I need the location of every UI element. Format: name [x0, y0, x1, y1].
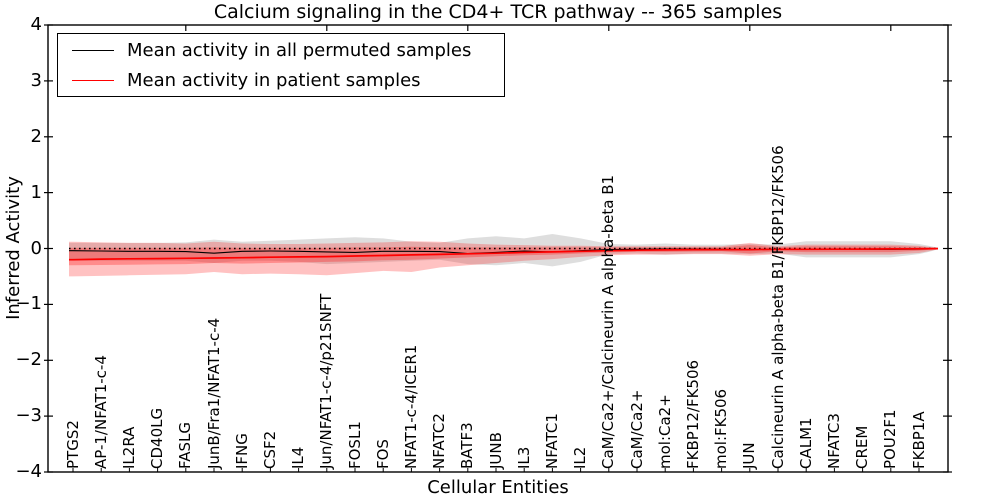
band-permuted-samples-range: [69, 234, 938, 267]
x-tick-label: BATF3: [458, 422, 477, 469]
x-tick-label: Calcineurin A alpha-beta B1/FKBP12/FK506: [768, 145, 787, 469]
x-tick-label: CSF2: [260, 430, 279, 469]
x-tick-label: FKBP12/FK506: [683, 359, 702, 469]
legend-line-black: [72, 49, 114, 51]
x-tick-label: JUNB: [486, 432, 505, 469]
x-tick-label: CaM/Ca2+/Calcineurin A alpha-beta B1: [599, 174, 618, 469]
y-tick-label: −2: [15, 349, 42, 371]
x-tick-label: CaM/Ca2+: [627, 389, 646, 469]
legend-entry-patient: Mean activity in patient samples: [58, 65, 504, 95]
x-tick-label: IL4: [289, 446, 308, 469]
legend: Mean activity in all permuted samples Me…: [57, 33, 505, 97]
x-tick-label: JUN: [740, 442, 759, 469]
y-tick-label: 2: [30, 125, 42, 147]
x-tick-label: CD40LG: [148, 407, 167, 469]
x-tick-label: FASLG: [176, 421, 195, 469]
x-tick-label: IL2: [571, 446, 590, 469]
x-tick-label: IL3: [514, 446, 533, 469]
x-tick-label: FOS: [373, 439, 392, 469]
chart-title: Calcium signaling in the CD4+ TCR pathwa…: [213, 1, 783, 23]
x-tick-label: FKBP1A: [909, 411, 928, 469]
legend-label: Mean activity in all permuted samples: [127, 39, 472, 61]
y-tick-label: 3: [30, 69, 42, 91]
legend-entry-permuted: Mean activity in all permuted samples: [58, 35, 504, 65]
y-tick-label: 4: [30, 14, 42, 35]
y-tick-label: −3: [15, 405, 42, 427]
x-tick-label: Jun/NFAT1-c-4/p21SNFT: [317, 293, 336, 469]
x-tick-label: NFATC1: [542, 413, 561, 469]
x-tick-label: mol:FK506: [712, 388, 731, 469]
series-line-1: [69, 247, 939, 261]
x-tick-label: AP-1/NFAT1-c-4: [91, 355, 110, 469]
x-tick-label: mol:Ca2+: [655, 394, 674, 469]
x-tick-label: CREM: [853, 425, 872, 469]
x-axis-label: Cellular Entities: [427, 477, 569, 498]
y-tick-label: −1: [15, 293, 42, 315]
x-tick-label: NFATC3: [824, 413, 843, 469]
x-tick-label: CALM1: [796, 417, 815, 469]
y-tick-label: −4: [15, 461, 42, 482]
x-tick-label: IL2RA: [119, 426, 138, 469]
x-tick-label: NFAT1-c-4/ICER1: [401, 344, 420, 469]
x-tick-label: NFATC2: [430, 413, 449, 469]
x-tick-label: PTGS2: [63, 420, 82, 469]
x-tick-label: JunB/Fra1/NFAT1-c-4: [204, 317, 223, 469]
y-tick-label: 1: [30, 181, 42, 203]
x-tick-label: IFNG: [232, 433, 251, 469]
x-tick-label: POU2F1: [881, 409, 900, 469]
x-tick-label: FOSL1: [345, 421, 364, 469]
y-tick-label: 0: [30, 237, 42, 259]
legend-label: Mean activity in patient samples: [127, 69, 421, 91]
legend-line-red: [72, 79, 114, 81]
